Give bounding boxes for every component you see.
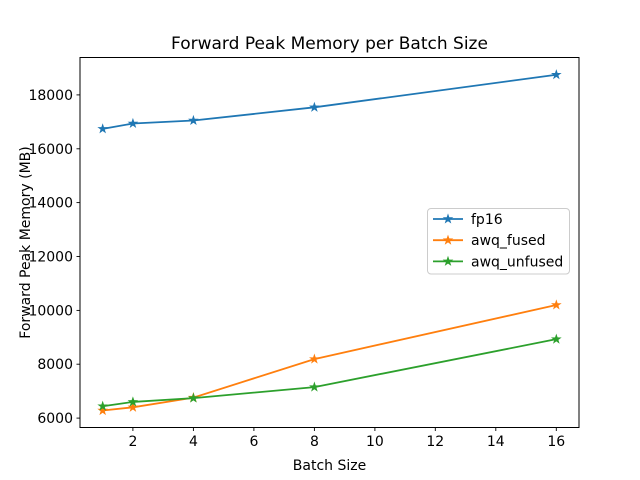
- plot-layer: 2 4 6 8 10 12 14 16 6000 8000 10000 12000 14000 16000…: [28, 57, 580, 450]
- data-point-fp16-batch-4: [188, 114, 199, 126]
- legend-sample-marker-awq_unfused: [442, 255, 454, 266]
- legend-box: [427, 208, 570, 275]
- legend-label-awq_fused: awq_fused: [471, 233, 546, 249]
- legend-sample-marker-awq_fused: [442, 234, 454, 245]
- x-tick-label: 6: [249, 434, 258, 450]
- data-point-awq_fused-batch-1: [97, 404, 109, 416]
- x-tick-label: 8: [310, 434, 319, 450]
- data-point-awq_unfused-batch-8: [309, 381, 320, 392]
- data-point-awq_unfused-batch-1: [97, 400, 109, 411]
- series-line-awq_unfused: [102, 338, 557, 408]
- x-tick-label: 16: [547, 434, 565, 450]
- y-axis-label: Forward Peak Memory (MB): [18, 146, 34, 338]
- y-tick-label: 16000: [28, 142, 73, 158]
- legend-sample-marker-fp16: [442, 213, 454, 224]
- chart-title: Forward Peak Memory per Batch Size: [171, 34, 488, 54]
- x-tick-label: 4: [189, 434, 198, 450]
- data-point-fp16-batch-16: [550, 69, 562, 80]
- axes-spines: [79, 57, 580, 428]
- data-point-awq_fused-batch-2: [127, 401, 139, 412]
- y-tick-label: 12000: [28, 250, 73, 266]
- data-point-fp16-batch-8: [309, 101, 320, 112]
- data-point-awq_unfused-batch-2: [127, 396, 139, 407]
- data-point-awq_unfused-batch-4: [188, 392, 199, 403]
- data-point-fp16-batch-1: [97, 123, 109, 134]
- series-line-fp16: [102, 73, 557, 130]
- x-tick-label: 12: [426, 434, 444, 450]
- legend-label-awq_unfused: awq_unfused: [471, 254, 563, 270]
- data-point-awq_fused-batch-16: [550, 299, 562, 310]
- data-point-awq_unfused-batch-16: [550, 333, 562, 344]
- x-axis-label: Batch Size: [293, 458, 366, 474]
- y-tick-label: 6000: [37, 411, 73, 427]
- x-tick-label: 10: [366, 434, 384, 450]
- data-point-fp16-batch-2: [127, 117, 139, 129]
- y-tick-label: 10000: [28, 303, 73, 319]
- data-point-awq_fused-batch-8: [309, 353, 320, 364]
- y-tick-label: 14000: [28, 196, 73, 212]
- y-tick-label: 8000: [37, 357, 73, 373]
- x-tick-label: 14: [487, 434, 505, 450]
- series-line-awq_fused: [102, 304, 557, 412]
- legend-label-fp16: fp16: [471, 212, 503, 228]
- y-tick-label: 18000: [28, 88, 73, 104]
- x-tick-label: 2: [128, 434, 137, 450]
